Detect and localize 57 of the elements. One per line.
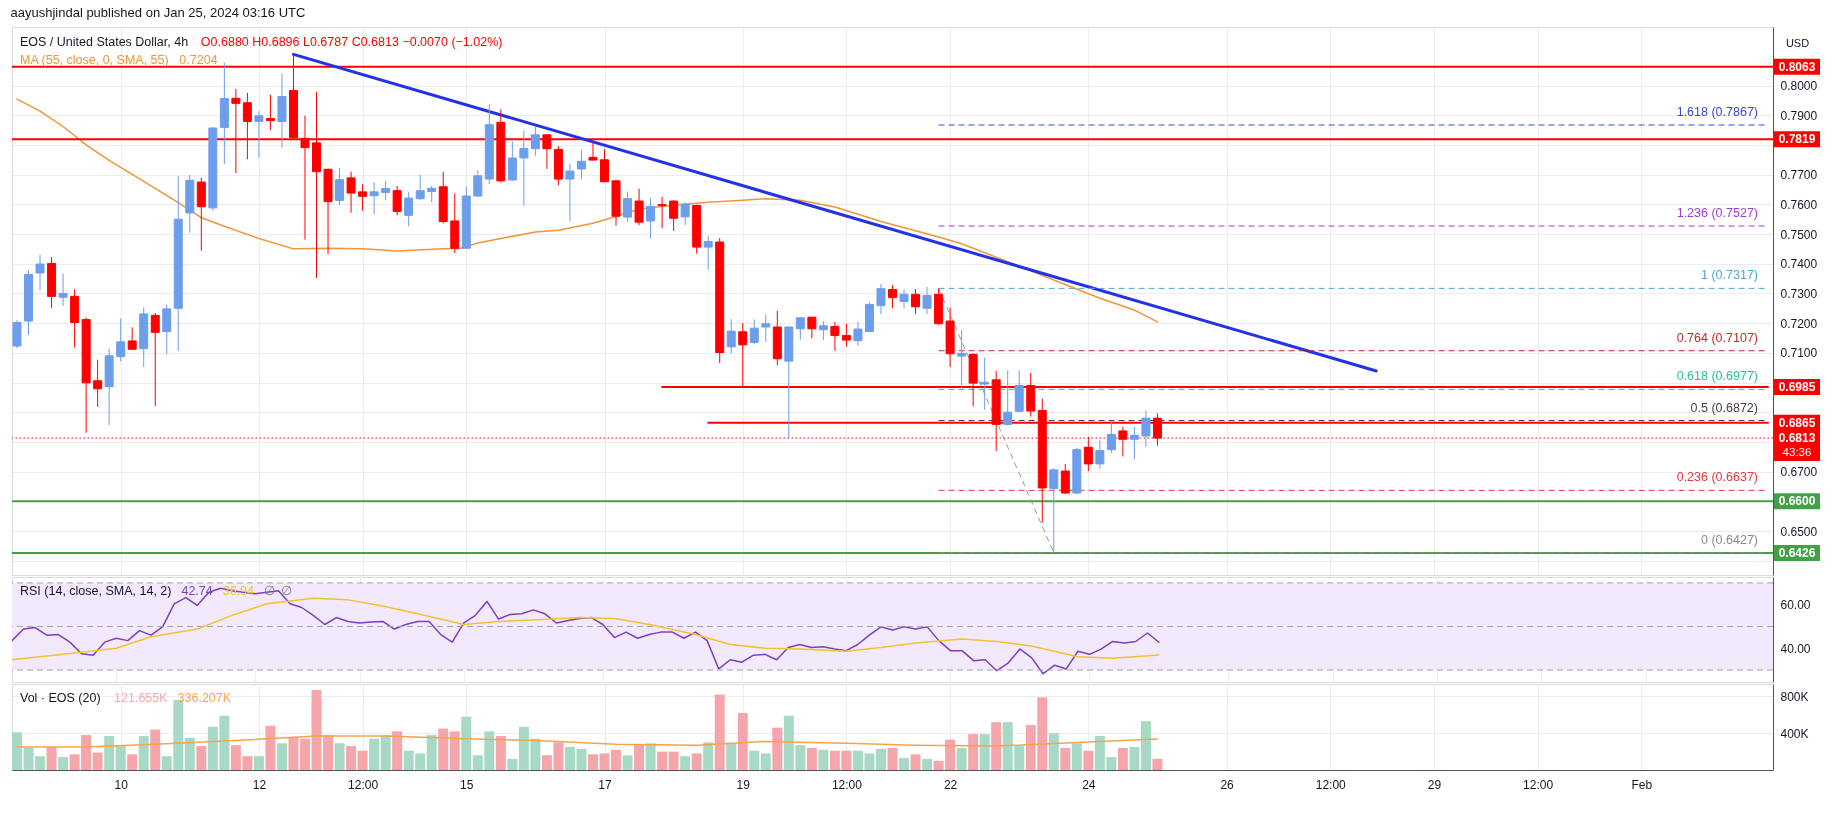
- annotation: 0.7204: [179, 53, 218, 67]
- x-tick-label: 10: [114, 777, 129, 792]
- x-tick-label: 12:00: [1315, 777, 1347, 792]
- y-tick-label: 0.7700: [1780, 168, 1818, 183]
- y-tick-label: 0.6500: [1780, 524, 1818, 539]
- x-tick-label: 19: [736, 777, 751, 792]
- text: 43:36: [1782, 446, 1812, 459]
- y-tick-label: 0.6700: [1780, 465, 1818, 480]
- y-tick-label: 0.7300: [1780, 286, 1818, 301]
- x-tick-label: 22: [943, 777, 958, 792]
- text: aayushjindal published on Jan 25, 2024 03:16 UTC: [10, 4, 306, 20]
- ref-line-label: 0.6813: [1778, 431, 1816, 446]
- y-tick-label: 0.7400: [1780, 257, 1818, 272]
- y-tick-label: 40.00: [1780, 641, 1811, 656]
- ref-line-label: 0.8063: [1778, 59, 1816, 74]
- y-axis-title: USD: [1785, 36, 1810, 49]
- x-tick-label: 17: [598, 777, 612, 792]
- x-tick-label: 12:00: [1523, 777, 1554, 792]
- ref-line-label: 0.6600: [1778, 494, 1816, 509]
- x-tick-label: 15: [460, 777, 474, 792]
- y-tick-label: 60.00: [1780, 598, 1811, 613]
- x-tick-label: 12:00: [348, 777, 379, 792]
- annotation: 0.618 (0.6977): [1676, 369, 1758, 384]
- y-tick-label: 0.7500: [1780, 227, 1818, 242]
- annotation: 1.236 (0.7527): [1676, 206, 1758, 220]
- y-tick-label: 800K: [1780, 689, 1809, 704]
- x-tick-label: 12: [252, 777, 267, 792]
- ref-line-label: 0.7819: [1778, 132, 1816, 147]
- y-tick-label: 0.7200: [1780, 316, 1818, 331]
- ref-line-label: 0.6426: [1778, 546, 1816, 561]
- x-tick-label: Feb: [1631, 777, 1653, 792]
- y-tick-label: 0.7900: [1780, 108, 1818, 123]
- annotation: 336.207K: [177, 691, 232, 705]
- annotation: 0.6985: [1778, 379, 1816, 394]
- y-tick-label: 0.7600: [1780, 197, 1818, 212]
- annotation: 0.6865: [1778, 415, 1816, 430]
- text: RSI (14, close, SMA, 14, 2): [20, 584, 172, 598]
- text: Vol · EOS (20): [20, 691, 101, 705]
- y-tick-label: 400K: [1780, 726, 1809, 741]
- y-tick-label: 0.8000: [1780, 79, 1818, 94]
- annotation: 1 (0.7317): [1701, 268, 1758, 283]
- x-tick-label: 29: [1427, 777, 1442, 792]
- annotation: 0.236 (0.6637): [1676, 470, 1758, 485]
- annotation: 0.764 (0.7107): [1676, 330, 1758, 345]
- x-tick-label: 12:00: [831, 777, 863, 792]
- annotation: 0 (0.6427): [1701, 532, 1758, 547]
- text: EOS / United States Dollar, 4h: [20, 35, 189, 49]
- x-tick-label: 24: [1082, 777, 1096, 792]
- annotation: 1.618 (0.7867): [1676, 105, 1758, 120]
- annotation: O0.6880 H0.6896 L0.6787 C0.6813 −0.0070 (−1.02%): [200, 35, 503, 49]
- y-tick-label: 0.7100: [1780, 346, 1818, 361]
- annotation: ∅: [280, 584, 292, 598]
- annotation: 121.655K: [114, 691, 169, 705]
- annotation: 42.74: [181, 584, 213, 598]
- annotation: 0.5 (0.6872): [1690, 400, 1758, 415]
- x-tick-label: 26: [1220, 777, 1235, 792]
- text: MA (55, close, 0, SMA, 55): [20, 53, 169, 67]
